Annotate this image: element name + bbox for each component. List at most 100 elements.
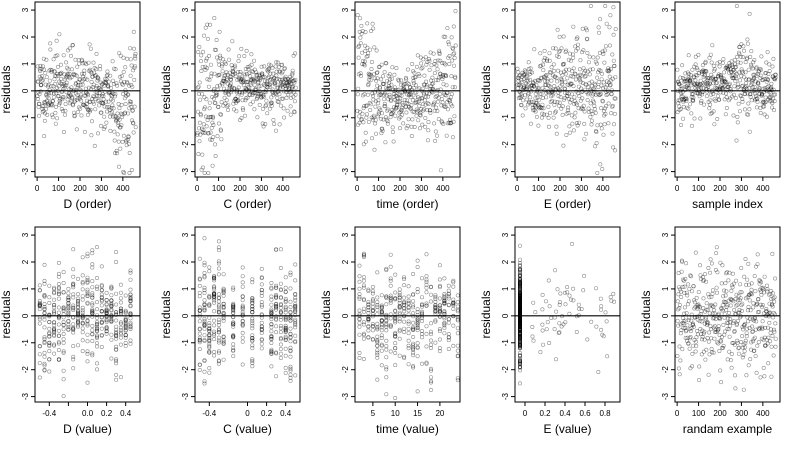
y-tick-label: 0 (661, 88, 670, 93)
data-point (402, 300, 407, 305)
data-point (72, 99, 77, 104)
data-point (735, 85, 740, 90)
data-point (425, 138, 430, 143)
data-point (524, 87, 529, 92)
data-point (219, 137, 224, 142)
data-point (388, 97, 393, 102)
data-point (95, 76, 100, 81)
data-point (611, 291, 616, 296)
data-point (698, 312, 703, 317)
data-point (387, 72, 392, 77)
data-point (218, 53, 223, 58)
data-point (109, 319, 114, 324)
data-point (81, 77, 86, 82)
data-point (49, 91, 54, 96)
data-point (207, 344, 212, 349)
data-point (754, 105, 759, 110)
data-point (740, 69, 745, 74)
y-tick-label: -3 (21, 168, 30, 176)
data-point (212, 300, 217, 305)
data-point (598, 92, 603, 97)
data-point (202, 290, 207, 295)
data-point (86, 60, 91, 65)
data-point (384, 375, 389, 380)
data-point (419, 107, 424, 112)
data-point (542, 48, 547, 53)
x-tick-label: 15 (413, 409, 422, 418)
data-point (713, 98, 718, 103)
x-tick-label: 0 (195, 184, 200, 193)
data-point (231, 101, 236, 106)
data-point (47, 295, 52, 300)
data-point (80, 273, 85, 278)
data-point (292, 99, 297, 104)
data-point (556, 90, 561, 95)
data-point (76, 310, 81, 315)
data-point (538, 105, 543, 110)
data-point (529, 84, 534, 89)
data-point (541, 62, 546, 67)
data-point (517, 332, 522, 337)
data-point (722, 78, 727, 83)
data-point (559, 79, 564, 84)
data-point (284, 95, 289, 100)
data-point (406, 301, 411, 306)
data-point (679, 94, 684, 99)
data-point (694, 314, 699, 319)
data-point (545, 77, 550, 82)
data-point (205, 36, 210, 41)
data-point (576, 106, 581, 111)
data-point (388, 295, 393, 300)
data-point (716, 87, 721, 92)
data-point (43, 70, 48, 75)
data-point (699, 337, 704, 342)
data-point (691, 98, 696, 103)
data-point (250, 310, 255, 315)
data-point (517, 358, 522, 363)
data-point (71, 295, 76, 300)
data-point (212, 291, 217, 296)
data-point (90, 85, 95, 90)
data-point (428, 50, 433, 55)
data-point (517, 260, 522, 265)
data-point (269, 347, 274, 352)
data-point (437, 314, 442, 319)
data-point (755, 262, 760, 267)
data-point (681, 104, 686, 109)
data-point (517, 331, 522, 336)
data-point (226, 92, 231, 97)
data-point (518, 84, 523, 89)
data-point (517, 318, 522, 323)
data-point (283, 337, 288, 342)
data-point (696, 305, 701, 310)
data-point (71, 315, 76, 320)
data-point (747, 77, 752, 82)
data-point (693, 250, 698, 255)
data-point (544, 112, 549, 117)
data-point (216, 292, 221, 297)
data-point (702, 73, 707, 78)
data-point (61, 350, 66, 355)
data-point (391, 87, 396, 92)
data-point (207, 342, 212, 347)
data-point (446, 283, 451, 288)
data-point (393, 331, 398, 336)
data-point (258, 90, 263, 95)
data-point (96, 76, 101, 81)
data-point (71, 274, 76, 279)
data-point (691, 74, 696, 79)
data-point (82, 68, 87, 73)
data-point (283, 325, 288, 330)
data-point (212, 337, 217, 342)
data-point (269, 313, 274, 318)
data-point (269, 351, 274, 356)
data-point (239, 77, 244, 82)
data-point (517, 303, 522, 308)
data-point (207, 327, 212, 332)
data-point (56, 310, 61, 315)
data-point (231, 322, 236, 327)
data-point (701, 69, 706, 74)
data-point (773, 75, 778, 80)
data-point (583, 68, 588, 73)
data-point (422, 82, 427, 87)
